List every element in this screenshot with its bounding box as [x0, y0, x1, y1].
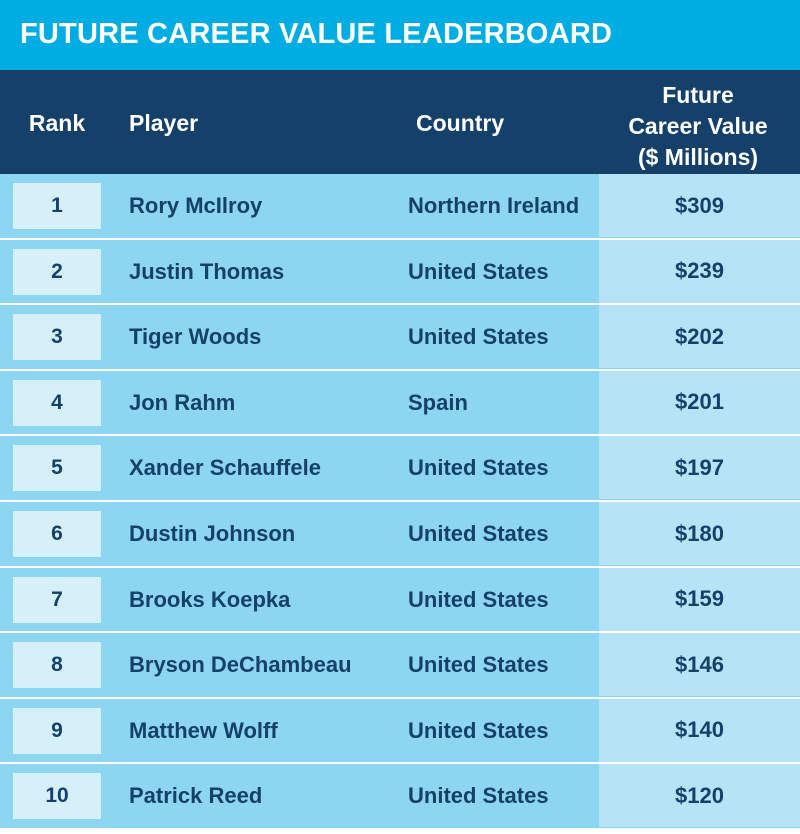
- rank-cell: 1: [13, 183, 101, 229]
- value-cell: $202: [599, 305, 800, 369]
- player-cell: Matthew Wolff: [129, 717, 278, 743]
- table-row: 1 Rory McIlroy Northern Ireland $309: [0, 174, 800, 240]
- country-cell: Northern Ireland: [408, 193, 580, 218]
- value-cell: $120: [599, 764, 800, 828]
- player-cell: Brooks Koepka: [129, 586, 291, 612]
- value-cell: $239: [599, 239, 800, 303]
- rank-cell: 3: [13, 314, 101, 361]
- table-row: 3 Tiger Woods United States $202: [0, 305, 800, 371]
- player-cell: Tiger Woods: [129, 324, 262, 350]
- rank-cell: 6: [13, 511, 101, 557]
- header-value-line-3: ($ Millions): [637, 144, 759, 170]
- rank-cell: 8: [13, 642, 101, 689]
- rank-cell: 9: [13, 707, 101, 754]
- rank-cell: 7: [13, 576, 101, 623]
- player-cell: Rory McIlroy: [129, 193, 263, 218]
- value-cell: $309: [599, 174, 800, 237]
- value-cell: $201: [599, 370, 800, 434]
- table-row: 9 Matthew Wolff United States $140: [0, 698, 800, 765]
- header-rank: Rank: [28, 110, 86, 136]
- header-value-line-1: Future: [662, 82, 734, 108]
- country-cell: United States: [408, 324, 549, 350]
- value-cell: $140: [599, 698, 800, 762]
- table-row: 5 Xander Schauffele United States $197: [0, 436, 800, 502]
- value-cell: $197: [599, 436, 800, 500]
- country-cell: United States: [408, 586, 549, 612]
- table-header: Rank Player Country Future Career Value …: [0, 70, 800, 174]
- table-row: 4 Jon Rahm Spain $201: [0, 370, 800, 437]
- table-row: 7 Brooks Koepka United States $159: [0, 567, 800, 634]
- rank-cell: 4: [13, 379, 101, 426]
- table-row: 10 Patrick Reed United States $120: [0, 764, 800, 830]
- value-cell: $180: [599, 502, 800, 565]
- country-cell: United States: [408, 652, 549, 678]
- value-cell: $159: [599, 567, 800, 631]
- country-cell: United States: [408, 258, 549, 284]
- country-cell: United States: [408, 521, 549, 546]
- player-cell: Justin Thomas: [129, 258, 285, 284]
- country-cell: United States: [408, 783, 549, 809]
- country-cell: United States: [408, 455, 549, 481]
- header-future-career-value: Future Career Value ($ Millions): [600, 80, 796, 173]
- country-cell: United States: [408, 717, 549, 743]
- country-cell: Spain: [408, 389, 468, 415]
- player-cell: Dustin Johnson: [129, 521, 296, 546]
- player-cell: Patrick Reed: [129, 783, 263, 809]
- page-title: FUTURE CAREER VALUE LEADERBOARD: [20, 18, 613, 50]
- table-body: 1 Rory McIlroy Northern Ireland $309 2 Justin…: [0, 174, 800, 834]
- player-cell: Xander Schauffele: [129, 455, 321, 481]
- rank-cell: 10: [13, 773, 101, 820]
- player-cell: Bryson DeChambeau: [129, 652, 352, 678]
- rank-cell: 2: [13, 248, 101, 295]
- table-row: 6 Dustin Johnson United States $180: [0, 502, 800, 568]
- rank-cell: 5: [13, 445, 101, 492]
- header-country: Country: [416, 110, 505, 136]
- header-value-line-2: Career Value: [628, 113, 768, 139]
- table-row: 2 Justin Thomas United States $239: [0, 239, 800, 306]
- title-bar: FUTURE CAREER VALUE LEADERBOARD: [0, 0, 800, 70]
- table-row: 8 Bryson DeChambeau United States $146: [0, 633, 800, 699]
- player-cell: Jon Rahm: [129, 389, 236, 415]
- value-cell: $146: [599, 633, 800, 697]
- header-player: Player: [129, 110, 199, 136]
